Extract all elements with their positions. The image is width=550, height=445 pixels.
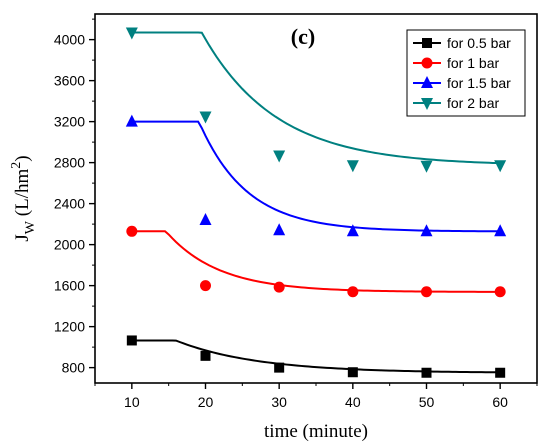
data-point-series-1 [347, 286, 359, 298]
data-markers [125, 27, 507, 378]
data-point-series-1 [126, 225, 138, 237]
data-point-series-3 [273, 150, 286, 163]
data-point-series-1 [421, 286, 432, 298]
y-tick-label: 1600 [54, 278, 85, 294]
data-point-series-1 [494, 286, 506, 298]
x-tick-label: 40 [345, 394, 361, 410]
y-axis-title-subscript: W [23, 220, 38, 234]
legend-marker [421, 98, 433, 110]
y-axis-title-unit-superscript: 2 [9, 162, 24, 169]
data-point-series-2 [273, 223, 286, 236]
legend-marker [422, 38, 432, 48]
data-point-series-2 [494, 224, 507, 237]
x-tick-label: 10 [124, 394, 140, 410]
legend-entry-label: for 1.5 bar [447, 75, 511, 91]
y-tick-label: 3600 [54, 73, 85, 89]
data-point-series-0 [126, 335, 137, 346]
data-point-series-0 [274, 362, 285, 373]
legend-marker [421, 76, 433, 88]
data-point-series-3 [125, 27, 138, 40]
fit-curve-0 [131, 339, 501, 374]
data-point-series-1 [273, 281, 285, 293]
y-tick-label: 800 [62, 360, 86, 376]
legend-marker [421, 57, 433, 69]
data-point-series-2 [420, 224, 433, 237]
data-point-series-2 [125, 114, 138, 127]
x-tick-label: 20 [198, 394, 214, 410]
data-point-series-3 [420, 160, 433, 173]
y-tick-label: 2800 [54, 155, 85, 171]
axis-ticks: 10 20 30 40 50 60 800 1200 1600 2000 2400 2800 3200 3… [54, 18, 538, 410]
panel-label: (c) [291, 24, 315, 49]
fit-curves [131, 31, 501, 374]
data-point-series-0 [347, 367, 358, 378]
x-axis-title: time (minute) [264, 421, 368, 442]
y-axis-title-unit-close: ) [12, 155, 33, 161]
y-axis-title: JW (L/hm2) [9, 155, 38, 241]
legend-entry-label: for 1 bar [447, 55, 499, 71]
legend-entry-label: for 0.5 bar [447, 35, 511, 51]
x-tick-label: 60 [492, 394, 508, 410]
y-axis-title-symbol: J [12, 234, 33, 241]
x-tick-label: 50 [419, 394, 435, 410]
data-point-series-2 [346, 224, 359, 237]
x-tick-label: 30 [271, 394, 287, 410]
data-point-series-0 [421, 367, 432, 378]
fit-curve-3 [131, 31, 501, 165]
data-point-series-2 [199, 213, 212, 226]
y-tick-label: 3200 [54, 114, 85, 130]
data-point-series-3 [199, 111, 212, 124]
data-point-series-3 [346, 160, 359, 173]
legend-entry-label: for 2 bar [447, 95, 499, 111]
data-point-series-3 [494, 160, 507, 173]
y-tick-label: 2400 [54, 196, 85, 212]
fit-curve-1 [131, 230, 501, 293]
fit-curve-2 [131, 120, 501, 233]
y-tick-label: 4000 [54, 32, 85, 48]
y-axis-title-unit: (L/hm [12, 169, 33, 221]
data-point-series-0 [495, 367, 506, 378]
y-tick-label: 2000 [54, 237, 85, 253]
legend: for 0.5 bar for 1 bar for 1.5 bar for 2 bar [406, 29, 526, 117]
y-tick-label: 1200 [54, 319, 85, 335]
data-point-series-1 [200, 280, 211, 292]
data-point-series-0 [200, 350, 211, 361]
